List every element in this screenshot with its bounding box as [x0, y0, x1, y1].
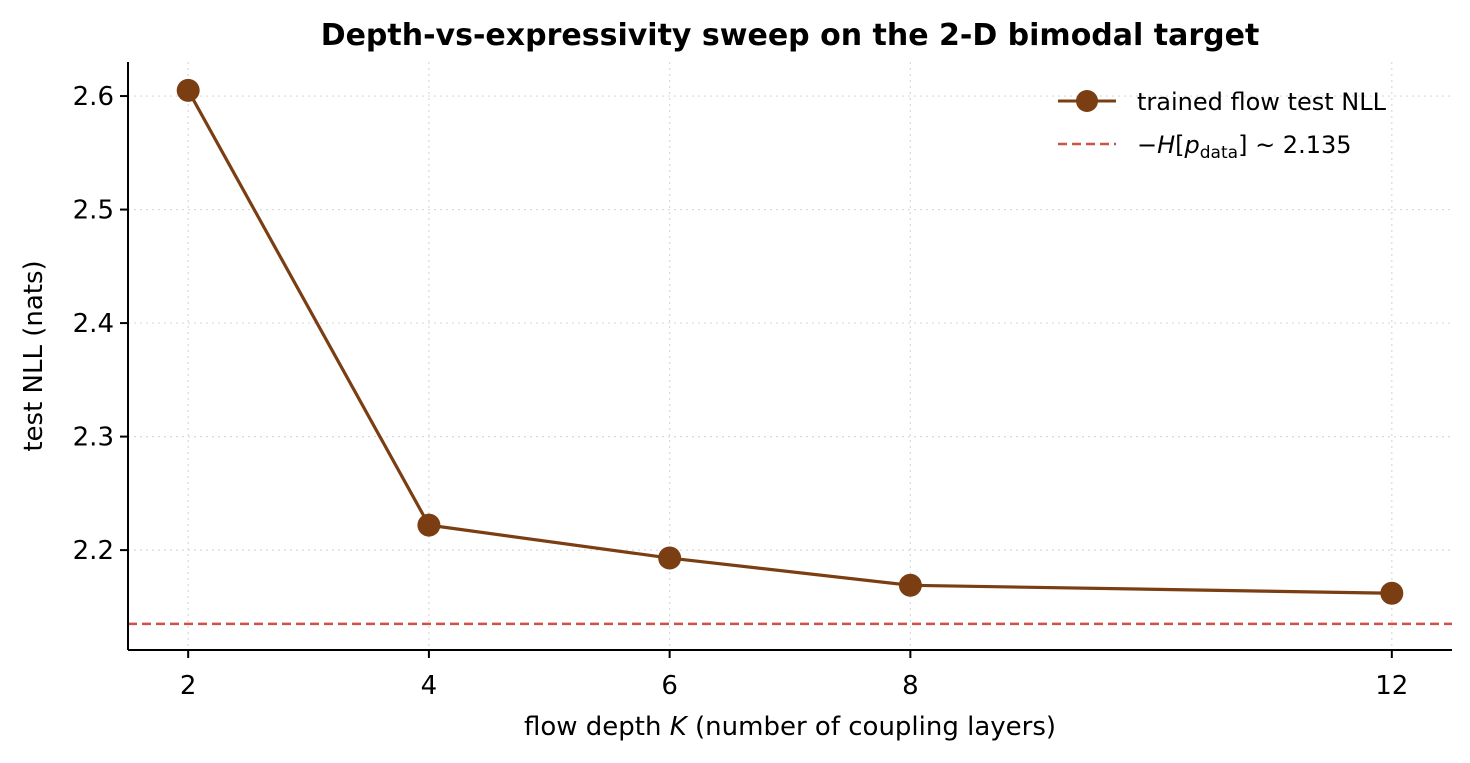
legend-series-label: trained flow test NLL — [1137, 88, 1387, 116]
data-point — [417, 513, 441, 537]
x-tick-label: 8 — [902, 671, 919, 701]
series — [176, 78, 1404, 605]
x-axis-label: flow depth K (number of coupling layers) — [524, 712, 1056, 742]
legend-series-marker — [1076, 90, 1098, 112]
data-point — [176, 78, 200, 102]
y-axis-label: test NLL (nats) — [19, 260, 49, 451]
grid — [128, 62, 1452, 650]
data-point — [658, 546, 682, 570]
x-tick-label: 2 — [180, 671, 197, 701]
legend-reference-label: −H[pdata] ~ 2.135 — [1137, 131, 1352, 163]
y-tick-label: 2.2 — [73, 536, 114, 566]
data-point — [1380, 581, 1404, 605]
y-tick-label: 2.6 — [73, 82, 114, 112]
legend: trained flow test NLL −H[pdata] ~ 2.135 — [1058, 88, 1387, 163]
ticks: 2 4 6 8 12 2.2 2.3 2.4 2.5 2.6 — [73, 82, 1409, 701]
y-tick-label: 2.3 — [73, 423, 114, 453]
y-tick-label: 2.4 — [73, 309, 114, 339]
x-tick-label: 4 — [421, 671, 438, 701]
y-tick-label: 2.5 — [73, 196, 114, 226]
x-tick-label: 6 — [661, 671, 678, 701]
chart-title: Depth-vs-expressivity sweep on the 2-D b… — [321, 18, 1260, 53]
series-line — [186, 89, 1392, 595]
x-tick-label: 12 — [1375, 671, 1408, 701]
data-point — [898, 573, 922, 597]
